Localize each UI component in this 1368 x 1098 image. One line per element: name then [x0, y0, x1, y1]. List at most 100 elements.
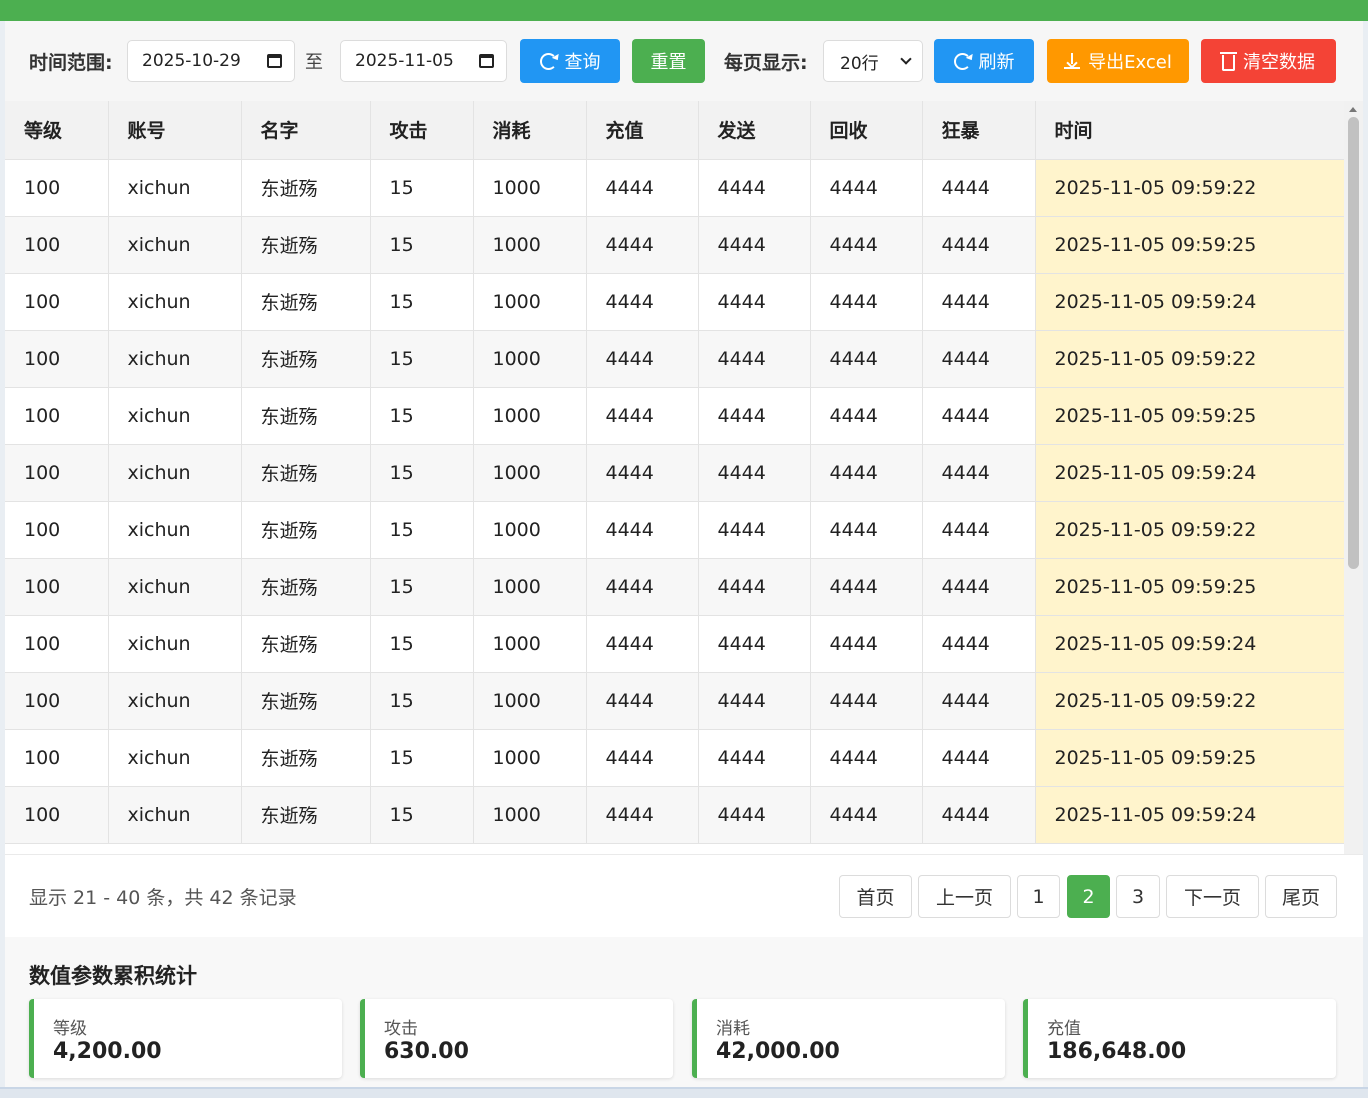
- cell-send: 4444: [698, 216, 811, 274]
- data-table-container[interactable]: 等级 账号 名字 攻击 消耗 充值 发送 回收 狂暴 时间 100 xichun 东…: [5, 101, 1363, 874]
- cell-time: 2025-11-05 09:59:24: [1035, 273, 1345, 331]
- table-header-row: 等级 账号 名字 攻击 消耗 充值 发送 回收 狂暴 时间: [5, 101, 1345, 160]
- stat-card-label: 充值: [1047, 1019, 1081, 1039]
- per-page-select[interactable]: 20行: [823, 40, 923, 82]
- cell-name: 东逝殇: [241, 615, 371, 673]
- cell-send: 4444: [698, 444, 811, 502]
- table-row[interactable]: 100 xichun 东逝殇 15 1000 4444 4444 4444 4444 2025-1…: [5, 387, 1345, 445]
- cell-level: 100: [5, 615, 109, 673]
- table-row[interactable]: 100 xichun 东逝殇 15 1000 4444 4444 4444 4444 2025-1…: [5, 216, 1345, 274]
- refresh-button[interactable]: 刷新: [934, 39, 1034, 83]
- cell-attack: 15: [370, 615, 474, 673]
- cell-time: 2025-11-05 09:59:24: [1035, 615, 1345, 673]
- table-row[interactable]: 100 xichun 东逝殇 15 1000 4444 4444 4444 4444 2025-1…: [5, 672, 1345, 730]
- table-row[interactable]: 100 xichun 东逝殇 15 1000 4444 4444 4444 4444 2025-1…: [5, 273, 1345, 331]
- cell-recycle: 4444: [810, 558, 923, 616]
- cell-time: 2025-11-05 09:59:25: [1035, 216, 1345, 274]
- cell-recharge: 4444: [586, 387, 699, 445]
- cell-account: xichun: [108, 786, 242, 844]
- start-date-input[interactable]: 2025-10-29: [127, 40, 295, 82]
- cell-recharge: 4444: [586, 159, 699, 217]
- cell-account: xichun: [108, 615, 242, 673]
- cell-send: 4444: [698, 387, 811, 445]
- cell-level: 100: [5, 330, 109, 388]
- cell-recharge: 4444: [586, 330, 699, 388]
- first-page-button[interactable]: 首页: [839, 875, 912, 918]
- header-time[interactable]: 时间: [1035, 101, 1345, 160]
- cell-level: 100: [5, 159, 109, 217]
- cell-time: 2025-11-05 09:59:22: [1035, 159, 1345, 217]
- cell-recycle: 4444: [810, 786, 923, 844]
- table-row[interactable]: 100 xichun 东逝殇 15 1000 4444 4444 4444 4444 2025-1…: [5, 159, 1345, 217]
- table-row[interactable]: 100 xichun 东逝殇 15 1000 4444 4444 4444 4444 2025-1…: [5, 501, 1345, 559]
- cell-time: 2025-11-05 09:59:25: [1035, 729, 1345, 787]
- per-page-label: 每页显示:: [724, 51, 808, 74]
- filter-toolbar: 时间范围: 2025-10-29 至 2025-11-05 查询 重置 每页显示…: [5, 21, 1363, 101]
- page-3-button[interactable]: 3: [1116, 875, 1160, 918]
- end-date-input[interactable]: 2025-11-05: [340, 40, 507, 82]
- stats-section: 数值参数累积统计 等级 4,200.00 攻击 630.00 消耗 42,000…: [5, 937, 1363, 1087]
- header-name[interactable]: 名字: [241, 101, 371, 160]
- cell-berserk: 4444: [922, 216, 1036, 274]
- top-accent-bar: [0, 0, 1368, 21]
- cell-recycle: 4444: [810, 501, 923, 559]
- scroll-up-icon[interactable]: [1349, 107, 1357, 112]
- table-row[interactable]: 100 xichun 东逝殇 15 1000 4444 4444 4444 4444 2025-1…: [5, 558, 1345, 616]
- cell-send: 4444: [698, 615, 811, 673]
- refresh-button-label: 刷新: [978, 52, 1015, 73]
- cell-consume: 1000: [473, 330, 587, 388]
- chevron-down-icon: [900, 52, 912, 65]
- cell-name: 东逝殇: [241, 444, 371, 502]
- query-button[interactable]: 查询: [520, 39, 620, 83]
- export-excel-button[interactable]: 导出Excel: [1047, 39, 1189, 83]
- cell-consume: 1000: [473, 216, 587, 274]
- calendar-icon[interactable]: [479, 54, 494, 68]
- header-level[interactable]: 等级: [5, 101, 109, 160]
- header-recycle[interactable]: 回收: [810, 101, 923, 160]
- stat-card-value: 630.00: [384, 1039, 469, 1064]
- prev-page-button[interactable]: 上一页: [918, 875, 1011, 918]
- header-recharge[interactable]: 充值: [586, 101, 699, 160]
- header-send[interactable]: 发送: [698, 101, 811, 160]
- cell-recycle: 4444: [810, 672, 923, 730]
- cell-berserk: 4444: [922, 273, 1036, 331]
- cell-send: 4444: [698, 786, 811, 844]
- page-1-button[interactable]: 1: [1017, 875, 1060, 918]
- page-2-button[interactable]: 2: [1067, 875, 1110, 918]
- table-row[interactable]: 100 xichun 东逝殇 15 1000 4444 4444 4444 4444 2025-1…: [5, 615, 1345, 673]
- cell-time: 2025-11-05 09:59:25: [1035, 558, 1345, 616]
- cell-name: 东逝殇: [241, 558, 371, 616]
- reset-button[interactable]: 重置: [632, 39, 705, 83]
- cell-name: 东逝殇: [241, 729, 371, 787]
- end-date-value: 2025-11-05: [355, 51, 454, 71]
- to-label: 至: [305, 52, 323, 73]
- cell-name: 东逝殇: [241, 786, 371, 844]
- cell-consume: 1000: [473, 273, 587, 331]
- clear-data-button[interactable]: 清空数据: [1201, 39, 1336, 83]
- last-page-button[interactable]: 尾页: [1265, 875, 1337, 918]
- table-row[interactable]: 100 xichun 东逝殇 15 1000 4444 4444 4444 4444 2025-1…: [5, 330, 1345, 388]
- header-account[interactable]: 账号: [108, 101, 242, 160]
- table-row[interactable]: 100 xichun 东逝殇 15 1000 4444 4444 4444 4444 2025-1…: [5, 444, 1345, 502]
- cell-level: 100: [5, 672, 109, 730]
- header-consume[interactable]: 消耗: [473, 101, 587, 160]
- table-scrollbar[interactable]: [1344, 101, 1363, 874]
- header-berserk[interactable]: 狂暴: [922, 101, 1036, 160]
- cell-name: 东逝殇: [241, 387, 371, 445]
- table-row[interactable]: 100 xichun 东逝殇 15 1000 4444 4444 4444 4444 2025-1…: [5, 786, 1345, 844]
- reset-button-label: 重置: [650, 52, 687, 73]
- scroll-thumb[interactable]: [1348, 117, 1359, 569]
- cell-berserk: 4444: [922, 558, 1036, 616]
- cell-name: 东逝殇: [241, 672, 371, 730]
- cell-recycle: 4444: [810, 615, 923, 673]
- cell-recharge: 4444: [586, 501, 699, 559]
- cell-level: 100: [5, 387, 109, 445]
- calendar-icon[interactable]: [267, 54, 282, 68]
- table-row[interactable]: 100 xichun 东逝殇 15 1000 4444 4444 4444 4444 2025-1…: [5, 729, 1345, 787]
- cell-attack: 15: [370, 786, 474, 844]
- cell-recycle: 4444: [810, 444, 923, 502]
- header-attack[interactable]: 攻击: [370, 101, 474, 160]
- next-page-button[interactable]: 下一页: [1166, 875, 1259, 918]
- cell-consume: 1000: [473, 729, 587, 787]
- trash-icon: [1220, 51, 1237, 71]
